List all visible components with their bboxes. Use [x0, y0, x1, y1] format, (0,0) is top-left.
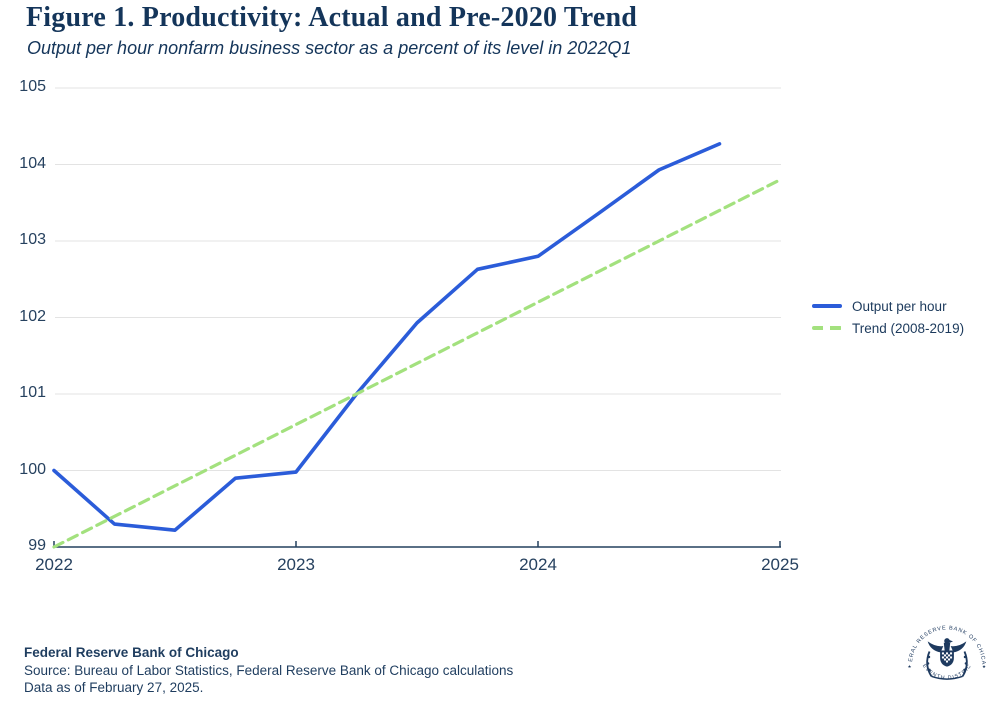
seal-star-left: ★: [907, 664, 912, 669]
legend-item-trend: Trend (2008-2019): [812, 317, 964, 339]
y-tick-label-101: 101: [19, 384, 46, 401]
figure-title: Figure 1. Productivity: Actual and Pre-2…: [26, 2, 638, 33]
y-tick-label-104: 104: [19, 154, 46, 172]
legend-label: Output per hour: [852, 298, 947, 314]
x-tick-label-2024: 2024: [519, 555, 557, 574]
figure-footer: Federal Reserve Bank of Chicago Source: …: [24, 644, 513, 697]
x-axis: [53, 541, 781, 548]
y-tick-label-100: 100: [19, 460, 46, 478]
x-tick-label-2025: 2025: [761, 555, 799, 574]
chart-legend: Output per hour Trend (2008-2019): [812, 295, 964, 339]
y-tick-label-102: 102: [19, 307, 46, 325]
legend-swatch-solid-line: [812, 304, 842, 308]
legend-swatch-dashed-line: [812, 326, 842, 330]
y-tick-label-103: 103: [19, 231, 46, 248]
y-tick-label-105: 105: [19, 78, 46, 95]
eagle-icon: [926, 638, 968, 680]
data-series-lines: [52, 142, 782, 549]
gridlines: [55, 87, 781, 471]
footer-org-name: Federal Reserve Bank of Chicago: [24, 645, 239, 660]
legend-item-output-per-hour: Output per hour: [812, 295, 964, 317]
productivity-line-chart: [52, 87, 782, 549]
x-tick-label-2022: 2022: [35, 555, 73, 574]
figure-subtitle: Output per hour nonfarm business sector …: [27, 38, 632, 58]
footer-data-as-of: Data as of February 27, 2025.: [24, 680, 204, 695]
y-tick-label-99: 99: [28, 537, 46, 554]
footer-source-note: Source: Bureau of Labor Statistics, Fede…: [24, 662, 514, 678]
x-tick-label-2023: 2023: [277, 555, 315, 574]
legend-label: Trend (2008-2019): [852, 320, 965, 336]
seal-star-right: ★: [982, 664, 987, 669]
fed-chicago-seal: FEDERAL RESERVE BANK OF CHICAGO SEVENTH …: [901, 611, 987, 681]
